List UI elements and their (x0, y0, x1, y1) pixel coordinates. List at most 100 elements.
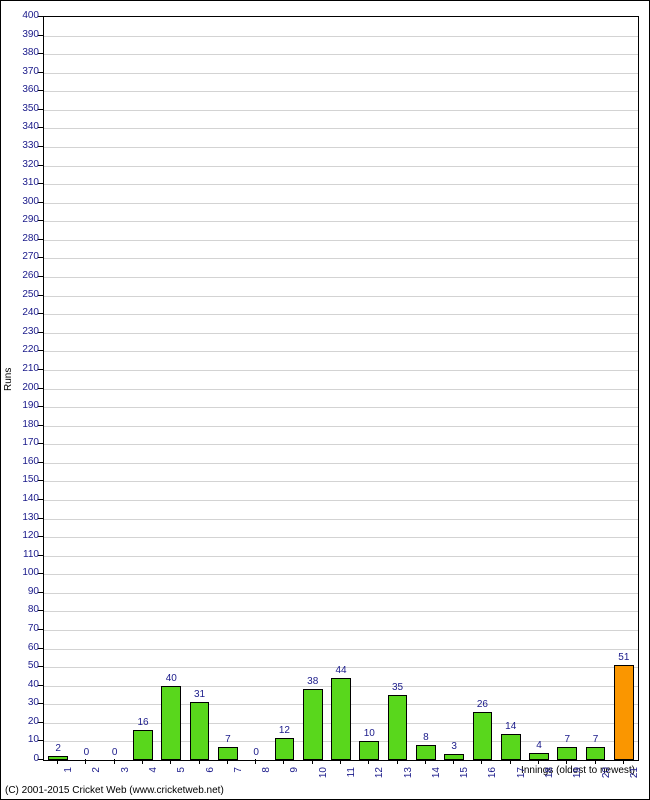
x-tick-label: 2 (91, 767, 102, 787)
gridline (44, 426, 638, 427)
y-tick-label: 270 (9, 252, 39, 262)
y-tick-label: 120 (9, 531, 39, 541)
x-tick-mark (425, 759, 426, 764)
gridline (44, 649, 638, 650)
y-tick-label: 150 (9, 475, 39, 485)
gridline (44, 128, 638, 129)
gridline (44, 147, 638, 148)
bar-value-label: 8 (414, 732, 438, 743)
bar-value-label: 2 (46, 743, 70, 754)
x-tick-mark (57, 759, 58, 764)
x-tick-label: 12 (374, 767, 385, 787)
gridline (44, 630, 638, 631)
y-tick-label: 20 (9, 717, 39, 727)
gridline (44, 351, 638, 352)
bar-value-label: 44 (329, 665, 353, 676)
gridline (44, 444, 638, 445)
y-tick-label: 330 (9, 141, 39, 151)
y-tick-label: 50 (9, 661, 39, 671)
y-tick-label: 170 (9, 438, 39, 448)
gridline (44, 500, 638, 501)
x-tick-mark (142, 759, 143, 764)
x-tick-mark (170, 759, 171, 764)
bar-value-label: 7 (584, 734, 608, 745)
y-tick-label: 130 (9, 513, 39, 523)
x-tick-mark (255, 759, 256, 764)
x-tick-label: 19 (572, 767, 583, 787)
x-tick-label: 18 (544, 767, 555, 787)
bar-value-label: 0 (244, 747, 268, 758)
y-tick-label: 340 (9, 122, 39, 132)
x-tick-label: 21 (629, 767, 640, 787)
y-tick-label: 390 (9, 30, 39, 40)
x-tick-label: 15 (459, 767, 470, 787)
gridline (44, 389, 638, 390)
x-tick-mark (368, 759, 369, 764)
gridline (44, 537, 638, 538)
x-tick-mark (85, 759, 86, 764)
x-tick-label: 10 (318, 767, 329, 787)
bar (275, 738, 295, 760)
gridline (44, 407, 638, 408)
bar-value-label: 7 (216, 734, 240, 745)
y-tick-label: 300 (9, 197, 39, 207)
y-tick-label: 240 (9, 308, 39, 318)
x-tick-label: 17 (516, 767, 527, 787)
gridline (44, 277, 638, 278)
gridline (44, 556, 638, 557)
y-tick-label: 30 (9, 698, 39, 708)
x-tick-label: 16 (487, 767, 498, 787)
bar-value-label: 51 (612, 652, 636, 663)
gridline (44, 184, 638, 185)
x-tick-label: 20 (601, 767, 612, 787)
gridline (44, 36, 638, 37)
y-tick-label: 350 (9, 104, 39, 114)
plot-area: 20016403170123844103583261447751 (43, 16, 639, 761)
y-tick-label: 100 (9, 568, 39, 578)
bar (190, 702, 210, 760)
x-tick-mark (538, 759, 539, 764)
bar (388, 695, 408, 760)
bar-value-label: 40 (159, 673, 183, 684)
x-tick-label: 4 (148, 767, 159, 787)
bar-value-label: 38 (301, 676, 325, 687)
x-tick-mark (453, 759, 454, 764)
bar-value-label: 4 (527, 740, 551, 751)
y-tick-label: 70 (9, 624, 39, 634)
y-tick-label: 180 (9, 420, 39, 430)
x-tick-mark (623, 759, 624, 764)
x-tick-label: 7 (233, 767, 244, 787)
y-tick-label: 190 (9, 401, 39, 411)
bar-value-label: 14 (499, 721, 523, 732)
x-tick-mark (114, 759, 115, 764)
x-tick-mark (481, 759, 482, 764)
x-tick-label: 5 (176, 767, 187, 787)
y-tick-label: 0 (9, 754, 39, 764)
x-tick-label: 3 (120, 767, 131, 787)
gridline (44, 296, 638, 297)
bar (331, 678, 351, 760)
copyright-text: (C) 2001-2015 Cricket Web (www.cricketwe… (5, 785, 224, 796)
gridline (44, 221, 638, 222)
bar-value-label: 35 (386, 682, 410, 693)
y-tick-label: 200 (9, 383, 39, 393)
bar (303, 689, 323, 760)
gridline (44, 519, 638, 520)
x-tick-mark (312, 759, 313, 764)
y-tick-label: 160 (9, 457, 39, 467)
bar (161, 686, 181, 760)
bar (473, 712, 493, 760)
x-tick-label: 13 (403, 767, 414, 787)
x-tick-label: 6 (205, 767, 216, 787)
gridline (44, 91, 638, 92)
chart-container: 20016403170123844103583261447751 Runs In… (0, 0, 650, 800)
y-tick-label: 10 (9, 735, 39, 745)
gridline (44, 314, 638, 315)
bar-value-label: 26 (470, 699, 494, 710)
gridline (44, 611, 638, 612)
bar-value-label: 10 (357, 728, 381, 739)
bar (614, 665, 634, 760)
bar-value-label: 12 (272, 725, 296, 736)
bar (359, 741, 379, 760)
y-tick-label: 230 (9, 327, 39, 337)
